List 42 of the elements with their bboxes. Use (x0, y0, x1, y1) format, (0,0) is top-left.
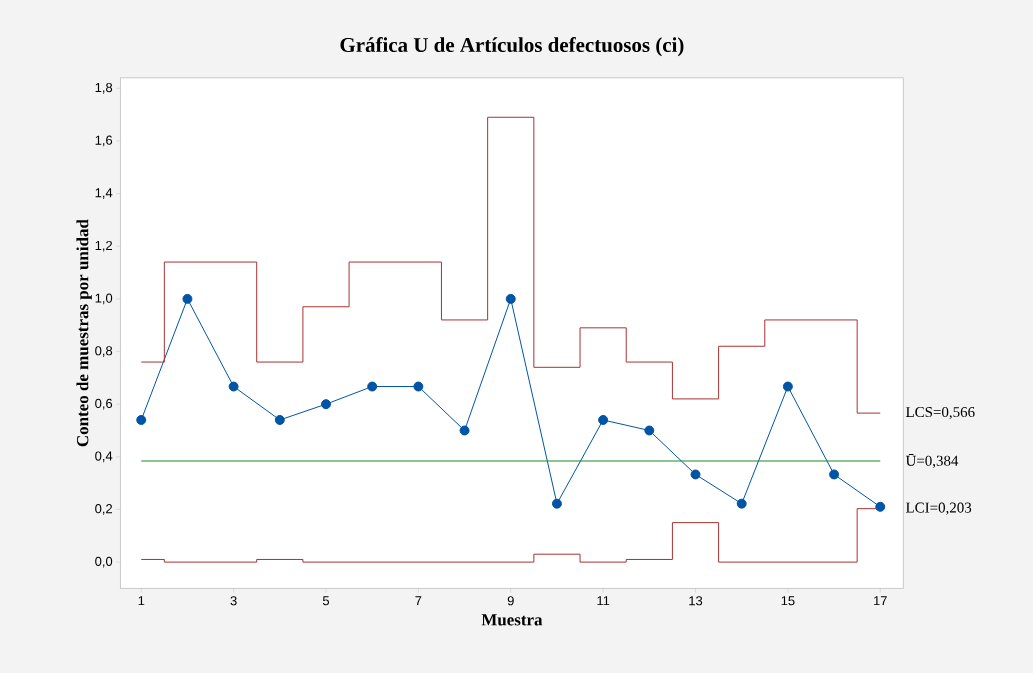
x-tick-label: 11 (597, 596, 610, 606)
point (644, 425, 655, 436)
x-axis-title: Muestra (481, 614, 543, 626)
y-tick-label: 0,0 (95, 556, 113, 568)
y-tick-label: 1,8 (95, 82, 113, 94)
x-tick-label: 9 (507, 596, 514, 606)
point (782, 381, 793, 392)
y-tick-label: 1,0 (95, 293, 113, 305)
x-tick-label: 7 (415, 596, 422, 606)
point (736, 498, 747, 509)
y-tick-label: 1,2 (95, 240, 113, 252)
point (505, 293, 516, 304)
chart-title: Gráfica U de Artículos defectuosos (ci) (340, 37, 684, 57)
y-tick-label: 0,8 (95, 346, 113, 357)
y-tick-label: 0,4 (95, 451, 113, 463)
point (413, 381, 424, 392)
series-label: LCI=0,203 (905, 502, 972, 515)
ref-line-label: Ū=0,384 (905, 454, 959, 468)
point (136, 414, 147, 425)
point (321, 399, 331, 410)
x-tick-label: 3 (230, 596, 237, 606)
point (274, 414, 285, 425)
x-tick-label: 15 (781, 596, 795, 606)
y-tick-label: 0,6 (95, 398, 113, 410)
point (367, 381, 378, 392)
x-tick-label: 17 (874, 596, 887, 606)
x-tick-label: 13 (689, 596, 703, 606)
y-tick-label: 1,6 (95, 135, 113, 147)
point (228, 381, 239, 392)
series-label: LCS=0,566 (905, 406, 975, 420)
point (690, 469, 701, 480)
point (598, 414, 609, 425)
point (829, 469, 840, 480)
x-tick-label: 5 (322, 596, 330, 606)
point (182, 293, 193, 304)
point (459, 425, 470, 436)
x-tick-label: 1 (138, 596, 145, 606)
y-tick-label: 0,2 (95, 504, 113, 515)
y-tick-label: 1,4 (95, 188, 113, 199)
point (551, 498, 562, 509)
y-axis-title: Conteo de muestras por unidad (76, 219, 92, 447)
point (875, 501, 886, 512)
